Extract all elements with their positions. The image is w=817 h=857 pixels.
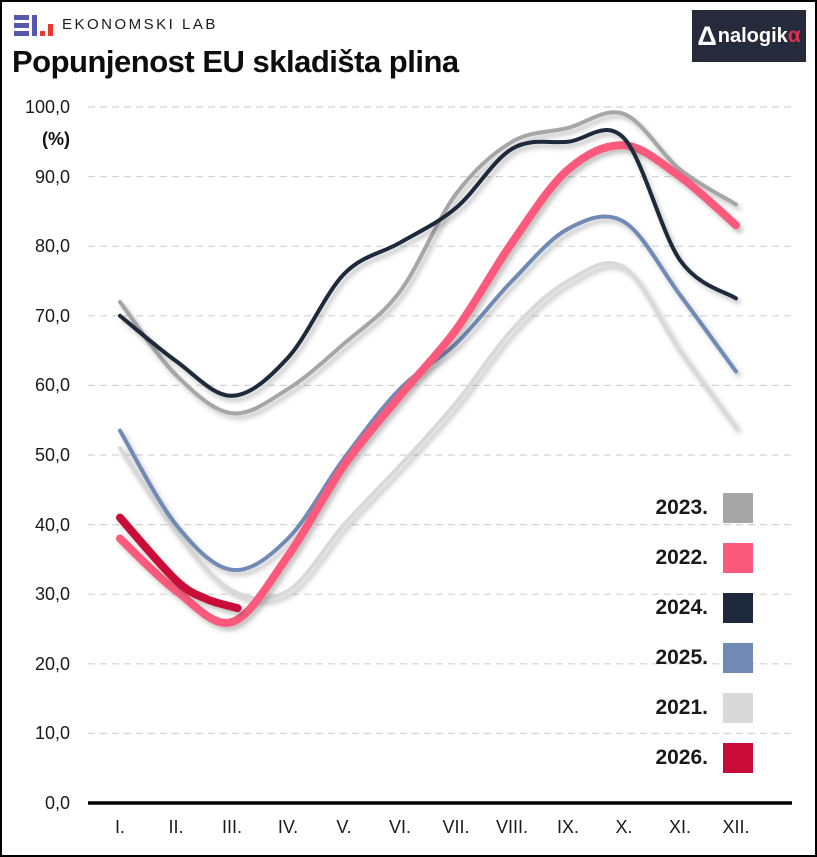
series-line-2026 <box>116 513 242 613</box>
series-line-2025 <box>118 214 738 572</box>
x-axis-tick-label: VI. <box>388 817 411 837</box>
legend-label: 2022. <box>655 546 708 569</box>
series-line-2022 <box>116 141 740 627</box>
x-axis-tick-label: VII. <box>442 817 470 837</box>
analogika-alpha: α <box>787 24 801 47</box>
brand-header: EKONOMSKI LAB <box>14 14 218 36</box>
page-title: Popunjenost EU skladišta plina <box>12 44 459 79</box>
y-axis-tick-label: 50,0 <box>34 445 70 465</box>
legend-swatch <box>723 743 753 773</box>
y-axis-tick-label: 80,0 <box>34 236 70 257</box>
y-axis-unit-label: (%) <box>42 129 70 149</box>
legend-label: 2025. <box>655 646 708 669</box>
legend-swatch <box>723 543 753 573</box>
logo-letter-e <box>14 15 29 36</box>
chart-legend: 2023. 2022. 2024. 2025. 2021. 2026. <box>655 493 753 793</box>
x-axis-tick-label: IV. <box>277 817 299 837</box>
x-axis-tick-label: II. <box>168 817 184 837</box>
brand-name: EKONOMSKI LAB <box>62 15 218 33</box>
analogika-delta-icon: Δ <box>697 20 717 51</box>
x-axis-tick-label: I. <box>114 817 125 837</box>
x-axis-tick-label: VIII. <box>495 817 528 837</box>
y-axis-tick-label: 70,0 <box>34 305 70 326</box>
legend-label: 2021. <box>655 696 708 719</box>
series-line-2024 <box>118 128 738 398</box>
x-axis-tick-label: IX. <box>556 817 579 837</box>
analogika-name: nalogik <box>717 24 788 47</box>
ekonomski-lab-logo-icon <box>14 14 53 36</box>
legend-label: 2024. <box>655 596 708 619</box>
x-axis-tick-label: V. <box>336 817 352 837</box>
legend-label: 2026. <box>655 746 708 769</box>
legend-item: 2025. <box>655 643 753 673</box>
x-axis-tick-label: XII. <box>722 817 750 837</box>
x-axis-tick-label: X. <box>615 817 633 837</box>
y-axis-tick-label: 40,0 <box>34 514 70 535</box>
x-axis-tick-label: III. <box>221 817 242 837</box>
series-line-2023 <box>118 110 738 416</box>
legend-item: 2026. <box>655 743 753 773</box>
y-axis-tick-label: 30,0 <box>34 584 70 605</box>
y-axis-tick-label: 20,0 <box>34 653 70 674</box>
logo-red-dot <box>40 31 45 36</box>
logo-red-bar <box>48 24 53 36</box>
legend-item: 2022. <box>655 543 753 573</box>
legend-swatch <box>723 593 753 623</box>
legend-item: 2024. <box>655 593 753 623</box>
y-axis-tick-label: 0,0 <box>44 793 70 813</box>
y-axis-tick-label: 60,0 <box>34 375 70 396</box>
legend-swatch <box>723 643 753 673</box>
y-axis-tick-label: 100,0 <box>24 97 70 117</box>
x-axis-tick-label: XI. <box>668 817 691 837</box>
legend-item: 2021. <box>655 693 753 723</box>
y-axis-tick-label: 10,0 <box>34 723 70 744</box>
y-axis-tick-label: 90,0 <box>34 166 70 187</box>
legend-swatch <box>723 493 753 523</box>
legend-swatch <box>723 693 753 723</box>
legend-label: 2023. <box>655 496 708 519</box>
logo-letter-l <box>32 15 37 36</box>
legend-item: 2023. <box>655 493 753 523</box>
series-line-2021 <box>118 260 738 601</box>
